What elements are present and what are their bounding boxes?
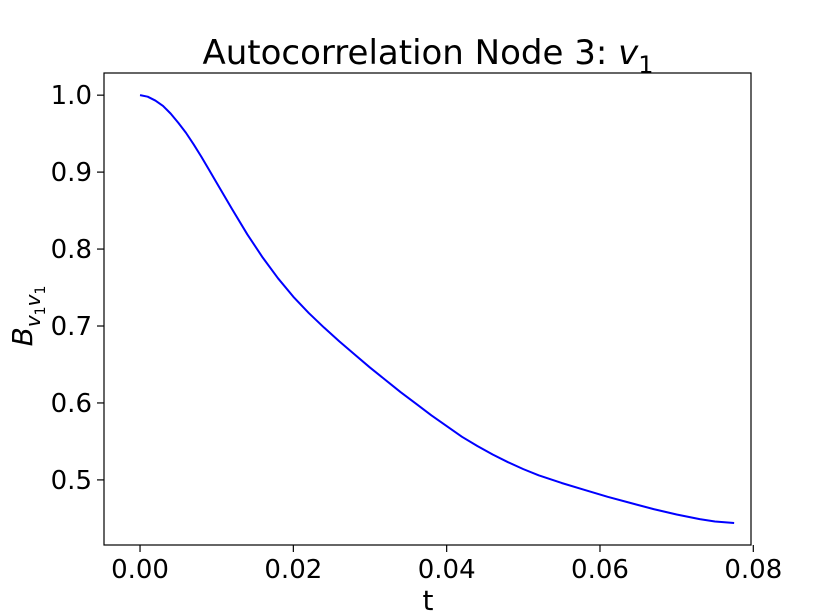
y-tick-label: 0.5 (51, 466, 92, 496)
chart-title-subscript: 1 (638, 51, 653, 79)
y-tick-label: 0.7 (51, 312, 92, 342)
y-axis-label: Bv1v1 (6, 286, 49, 347)
x-tick-label: 0.00 (111, 555, 169, 585)
y-axis-label-sub-idx1: 1 (33, 306, 49, 315)
x-tick-label: 0.02 (264, 555, 322, 585)
y-axis-label-sub-var2: v (21, 293, 45, 306)
plot-frame (103, 72, 752, 546)
y-tick-label: 1.0 (51, 81, 92, 111)
y-axis-label-base: B (6, 327, 39, 346)
x-axis-label: t (423, 584, 434, 612)
y-tick-label: 0.9 (51, 158, 92, 188)
y-axis-label-sub-var1: v (21, 314, 45, 327)
series-line-0 (139, 94, 735, 524)
y-tick-label: 0.6 (51, 389, 92, 419)
chart-title-var: v (618, 33, 639, 73)
plot-area: 0.00 0.02 0.04 0.06 0.08 0.5 0.6 0.7 0.8 0.9 1.0 (51, 72, 782, 585)
x-tick-label: 0.06 (571, 555, 629, 585)
y-tick-label: 0.8 (51, 235, 92, 265)
x-tick-label: 0.08 (724, 555, 782, 585)
y-axis-label-sub-idx2: 1 (33, 286, 49, 295)
y-axis-label-group: Bv1v1 (6, 286, 49, 347)
x-tick-label: 0.04 (418, 555, 476, 585)
chart-title: Autocorrelation Node 3: v1 (202, 33, 653, 79)
chart-title-text: Autocorrelation Node 3: (202, 33, 618, 73)
